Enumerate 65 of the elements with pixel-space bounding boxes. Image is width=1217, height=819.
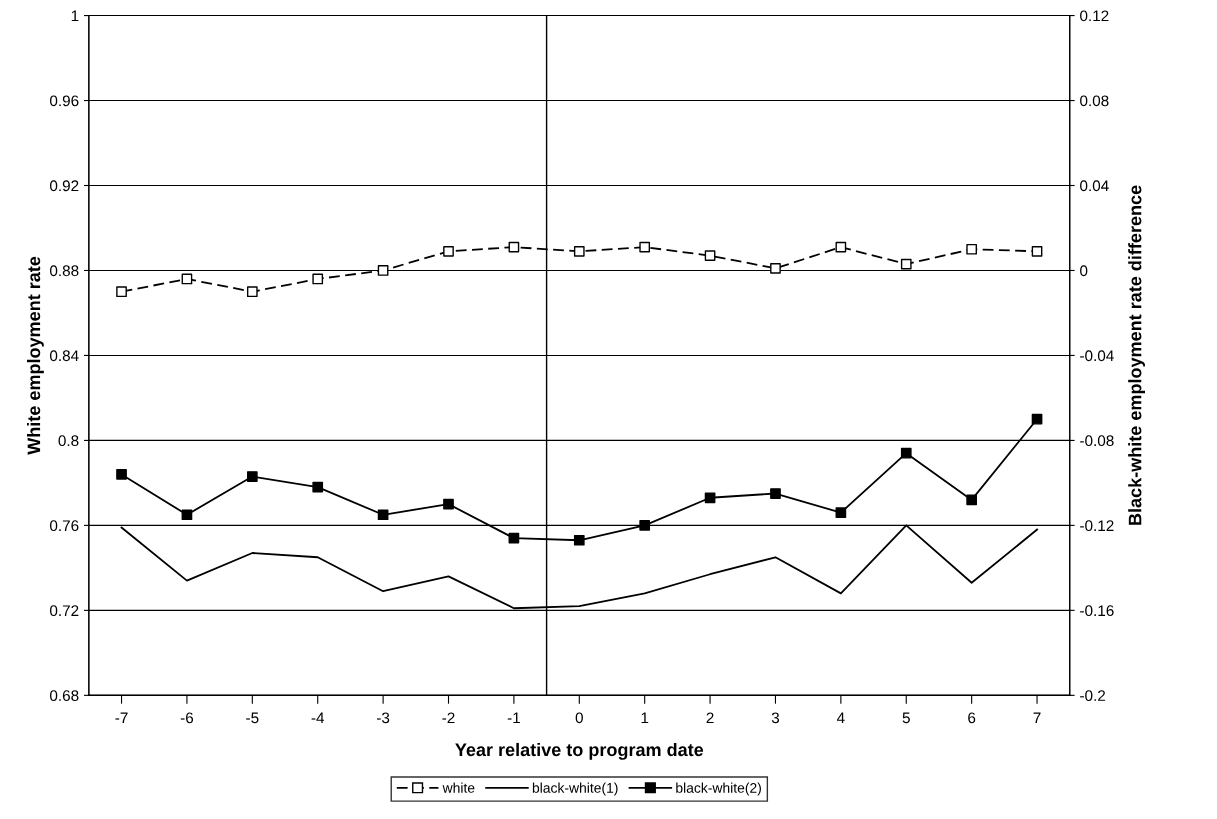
x-tick-label: -4 [311, 712, 325, 724]
x-tick-label: -6 [180, 712, 194, 724]
point [1031, 413, 1043, 425]
x-tick-label: -5 [246, 712, 259, 724]
y-tick-label: 0.88 [49, 265, 79, 277]
y2-tick-label: -0.16 [1080, 605, 1114, 617]
x-tick-label: -3 [377, 712, 390, 724]
y-tick-label: 0.92 [49, 180, 79, 192]
point [246, 286, 258, 298]
y-tick-label: 0.96 [49, 95, 79, 107]
legend-label: white [442, 782, 475, 793]
y-tick-label: 0.68 [49, 690, 79, 702]
y2-tick-label: 0.12 [1080, 10, 1109, 22]
x-tick-label: 5 [902, 712, 910, 724]
x-tick-label: -1 [507, 712, 520, 724]
y-tick-label: 0.8 [58, 435, 79, 447]
point [312, 273, 324, 285]
point [966, 243, 978, 255]
x-tick-label: 4 [836, 712, 845, 724]
point [900, 258, 912, 270]
legend-label: black-white(2) [676, 782, 761, 796]
point [443, 246, 454, 257]
point [312, 481, 324, 493]
point [116, 469, 127, 480]
y2-tick-label: -0.12 [1080, 520, 1114, 532]
point [181, 509, 193, 521]
point [639, 241, 651, 253]
point [116, 286, 127, 298]
y-tick-label: 0.84 [49, 350, 79, 362]
y-tick-label: 0.76 [49, 520, 79, 532]
y-axis-title: White employment rate [27, 256, 44, 455]
point [704, 250, 716, 261]
x-tick-label: -2 [442, 712, 455, 724]
point [573, 534, 585, 546]
x-tick-label: 1 [641, 712, 649, 724]
point [639, 520, 651, 531]
x-axis-title: Year relative to program date [455, 742, 704, 760]
x-tick-label: 7 [1033, 712, 1041, 724]
x-tick-label: 2 [706, 712, 714, 724]
x-tick-label: 6 [968, 712, 976, 724]
y2-tick-label: 0.08 [1080, 95, 1109, 107]
point [770, 488, 781, 499]
x-tick-label: 3 [771, 712, 780, 724]
y-tick-label: 0.72 [49, 605, 79, 617]
point [966, 494, 978, 506]
y-tick-label: 1 [71, 10, 79, 22]
point [900, 447, 912, 459]
y2-tick-label: -0.2 [1080, 690, 1106, 702]
point [377, 265, 389, 276]
x-tick-label: -7 [115, 712, 128, 724]
y2-axis-title: Black-white employment rate difference [1128, 185, 1145, 525]
legend-label: black-white(1) [532, 782, 618, 796]
point [246, 471, 258, 482]
x-tick-label: 0 [575, 712, 583, 724]
y2-tick-label: -0.08 [1080, 435, 1114, 447]
point [704, 492, 716, 504]
y2-tick-label: 0 [1080, 265, 1088, 277]
point [443, 498, 454, 510]
point [770, 262, 781, 274]
y2-tick-label: 0.04 [1080, 180, 1109, 192]
point [835, 507, 847, 518]
y2-tick-label: -0.04 [1080, 350, 1114, 362]
point [1031, 246, 1043, 257]
point [377, 509, 389, 521]
point [573, 246, 585, 257]
